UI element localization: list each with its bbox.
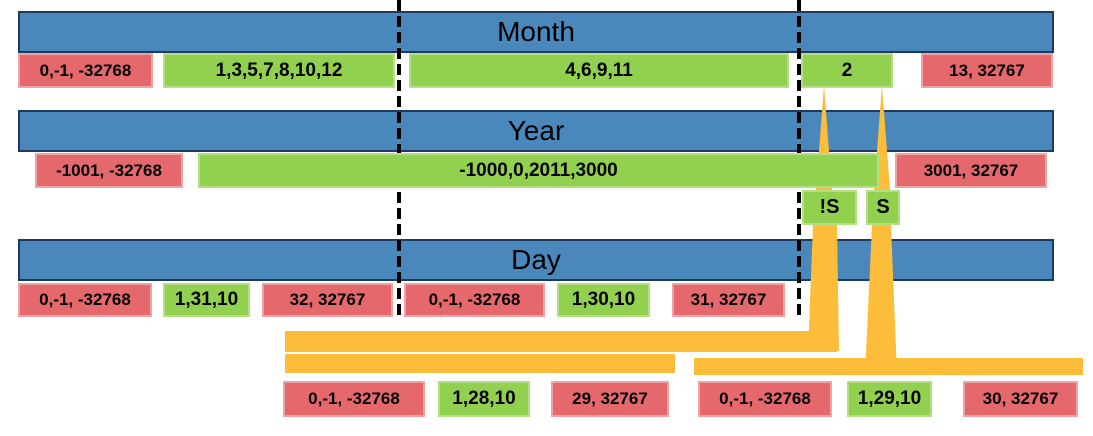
feb29-partition-invalid-high: 30, 32767 [963,381,1078,417]
year-title: Year [507,115,565,146]
feb28-partition-invalid-high: 29, 32767 [551,381,669,417]
month-partition-invalid-low: 0,-1, -32768 [18,53,153,88]
month-partition-31day: 1,3,5,7,8,10,12 [163,53,395,88]
day-section-bar: Day [18,239,1054,281]
day31-partition-invalid-low: 0,-1, -32768 [18,283,152,317]
non-leap-flag: !S [802,190,857,225]
feb28-partition-valid: 1,28,10 [438,381,530,417]
day30-partition-invalid-low: 0,-1, -32768 [404,283,545,317]
day31-partition-valid: 1,31,10 [163,283,250,317]
year-partition-valid: -1000,0,2011,3000 [198,153,879,188]
feb28-partition-invalid-low: 0,-1, -32768 [283,381,425,417]
connector-bar-nonleap-upper [285,331,837,352]
day30-partition-valid: 1,30,10 [557,283,650,317]
month-title: Month [497,16,575,47]
connector-bar-leap-group [694,358,1083,375]
leap-flag: S [866,190,900,225]
month-section-bar: Month [18,11,1054,53]
year-partition-invalid-low: -1001, -32768 [35,153,183,188]
feb29-partition-invalid-low: 0,-1, -32768 [698,381,832,417]
day-title: Day [511,244,561,275]
month-partition-30day: 4,6,9,11 [409,53,789,88]
year-section-bar: Year [18,110,1054,152]
month-partition-invalid-high: 13, 32767 [921,53,1053,88]
year-partition-invalid-high: 3001, 32767 [895,153,1047,188]
day30-partition-invalid-high: 31, 32767 [672,283,785,317]
day31-partition-invalid-high: 32, 32767 [262,283,393,317]
feb29-partition-valid: 1,29,10 [847,381,932,417]
month-partition-february: 2 [801,53,893,88]
connector-bar-nonleap-group [285,354,675,373]
